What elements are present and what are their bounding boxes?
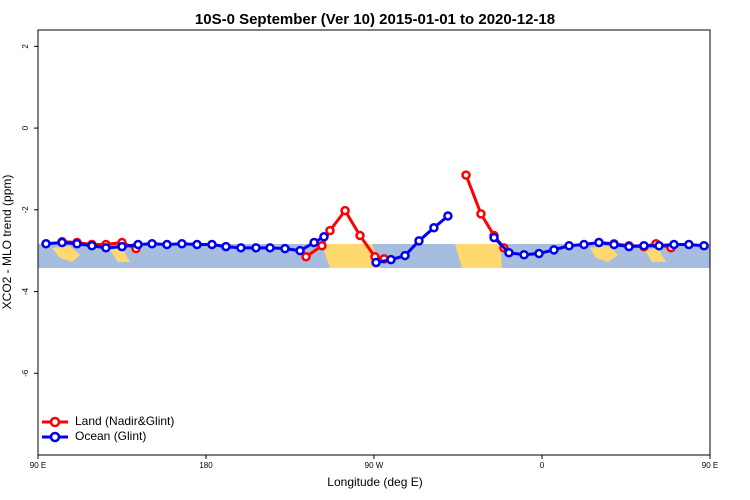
- series-point: [669, 239, 679, 250]
- series-point: [443, 211, 453, 221]
- series-point: [684, 239, 694, 250]
- legend-label: Ocean (Glint): [75, 429, 146, 443]
- series-point: [461, 170, 471, 180]
- y-axis-label: XCO2 - MLO trend (ppm): [0, 175, 14, 310]
- x-tick-label: 90 W: [365, 461, 384, 470]
- series-point: [221, 241, 231, 252]
- series-point: [147, 238, 157, 249]
- series-point: [251, 243, 261, 253]
- series-point: [519, 250, 529, 260]
- x-tick-label: 180: [199, 461, 213, 470]
- series-point: [654, 241, 664, 251]
- series-point: [87, 241, 97, 251]
- series-point: [317, 241, 327, 251]
- series-point: [309, 237, 319, 248]
- series-point: [57, 237, 67, 248]
- x-tick-label: 0: [540, 461, 545, 470]
- series-point: [624, 241, 634, 252]
- series-point: [177, 238, 187, 249]
- series-point: [207, 239, 217, 250]
- x-axis-label: Longitude (deg E): [327, 475, 422, 489]
- legend-label: Land (Nadir&Glint): [75, 414, 174, 428]
- chart-title: 10S-0 September (Ver 10) 2015-01-01 to 2…: [195, 11, 555, 28]
- series-point: [609, 239, 619, 250]
- series-point: [192, 239, 202, 250]
- series-point: [534, 248, 544, 259]
- series-point: [41, 238, 51, 249]
- series-point: [280, 243, 290, 254]
- x-tick-label: 90 E: [30, 461, 46, 470]
- series-point: [371, 257, 381, 268]
- series-point: [325, 225, 335, 236]
- legend-marker: [49, 431, 61, 443]
- series-point: [549, 245, 559, 255]
- series-point: [386, 254, 396, 265]
- x-tick-label: 90 E: [702, 461, 718, 470]
- y-tick-label: -2: [21, 206, 30, 214]
- series-point: [594, 237, 604, 248]
- series-point: [295, 245, 305, 256]
- series-point: [301, 252, 311, 262]
- series-point: [489, 232, 499, 243]
- series-point: [355, 230, 365, 241]
- series-point: [579, 239, 589, 250]
- series-point: [504, 247, 514, 258]
- series-point: [162, 239, 172, 250]
- y-tick-label: 0: [21, 125, 30, 130]
- series-point: [429, 223, 439, 233]
- series-point: [72, 238, 82, 249]
- series-point: [476, 209, 486, 219]
- series-point: [400, 250, 410, 261]
- series-point: [101, 243, 111, 253]
- series-point: [414, 236, 424, 246]
- series-point: [133, 239, 143, 250]
- y-tick-label: -4: [21, 287, 30, 295]
- series-point: [564, 241, 574, 251]
- series-point: [340, 205, 350, 216]
- y-tick-label: -6: [21, 369, 30, 377]
- series-point: [319, 232, 329, 242]
- legend-marker: [49, 416, 61, 428]
- series-point: [639, 241, 649, 251]
- series-point: [117, 241, 127, 252]
- y-tick-label: 2: [21, 44, 30, 49]
- series-point: [265, 243, 275, 253]
- series-point: [699, 241, 709, 251]
- series-point: [236, 243, 246, 253]
